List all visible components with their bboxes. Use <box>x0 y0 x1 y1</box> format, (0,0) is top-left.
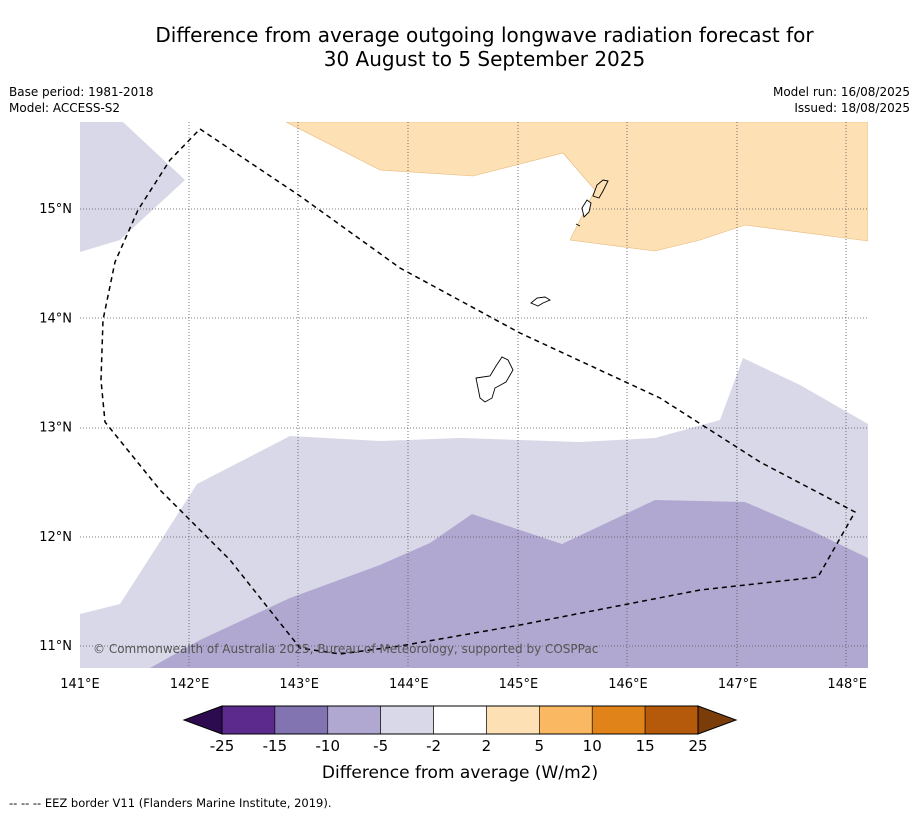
lat-tick-label: 11°N <box>39 639 72 654</box>
lat-tick-label: 13°N <box>39 421 72 436</box>
model-run-label: Model run: 16/08/2025 <box>772 85 910 99</box>
colorbar-tick-label: 5 <box>535 737 545 755</box>
chart-title-line1: Difference from average outgoing longwav… <box>155 23 814 47</box>
copyright-text: © Commonwealth of Australia 2025, Bureau… <box>93 642 598 656</box>
anomaly-region-ne <box>285 122 868 252</box>
meta-left: Base period: 1981-2018 Model: ACCESS-S2 <box>9 84 154 116</box>
lat-tick-label: 14°N <box>39 311 72 326</box>
anomaly-region-south-medium <box>150 500 868 668</box>
lon-tick-label: 143°E <box>279 677 319 692</box>
gridlines <box>80 122 868 668</box>
lon-tick-label: 145°E <box>499 677 539 692</box>
island-saipan <box>592 179 609 199</box>
eez-footnote: -- -- -- EEZ border V11 (Flanders Marine… <box>9 796 332 810</box>
colorbar-over-arrow <box>697 705 738 735</box>
island-rota <box>530 296 551 307</box>
colorbar-tick-label: 10 <box>583 737 602 755</box>
colorbar-segment <box>433 705 487 735</box>
eez-border <box>100 128 857 655</box>
colorbar-segment <box>486 705 540 735</box>
colorbar-tick-label: -10 <box>316 737 341 755</box>
lon-tick-label: 141°E <box>60 677 100 692</box>
colorbar-segment <box>591 705 646 735</box>
model-label: Model: ACCESS-S2 <box>9 101 121 115</box>
colorbar-segment <box>644 705 699 735</box>
latitude-tick-labels: 15°N 14°N 13°N 12°N 11°N <box>39 202 72 654</box>
colorbar-tick-label: -5 <box>373 737 388 755</box>
lon-tick-label: 148°E <box>827 677 867 692</box>
longitude-tick-labels: 141°E 142°E 143°E 144°E 145°E 146°E 147°E 148°E <box>60 677 867 692</box>
colorbar-tick-label: -25 <box>210 737 235 755</box>
colorbar-segment <box>327 705 381 735</box>
colorbar-tick-label: 15 <box>636 737 655 755</box>
colorbar-tick-label: -2 <box>426 737 441 755</box>
meta-right: Model run: 16/08/2025 Issued: 18/08/2025 <box>773 84 910 116</box>
colorbar-tick-label: 2 <box>482 737 492 755</box>
olr-anomaly-map: © Commonwealth of Australia 2025, Bureau… <box>39 122 868 783</box>
colorbar-tick-label: 25 <box>688 737 707 755</box>
colorbar: -25 -15 -10 -5 -2 2 5 10 15 25 <box>182 705 738 755</box>
colorbar-segment <box>221 705 276 735</box>
island-aguijan <box>575 223 581 227</box>
colorbar-segment <box>274 705 329 735</box>
issued-label: Issued: 18/08/2025 <box>794 101 910 115</box>
colorbar-segment <box>539 705 593 735</box>
colorbar-tick-label: -15 <box>263 737 288 755</box>
colorbar-segment <box>380 705 434 735</box>
colorbar-under-arrow <box>182 705 223 735</box>
chart-title-line2: 30 August to 5 September 2025 <box>323 47 646 71</box>
colorbar-frame <box>221 705 699 735</box>
island-guam <box>475 356 514 403</box>
base-period-label: Base period: 1981-2018 <box>9 85 154 99</box>
island-tinian <box>581 199 592 218</box>
lat-tick-label: 12°N <box>39 530 72 545</box>
lat-tick-label: 15°N <box>39 202 72 217</box>
lon-tick-label: 146°E <box>608 677 648 692</box>
lon-tick-label: 144°E <box>389 677 429 692</box>
anomaly-region-nw <box>80 122 185 252</box>
lon-tick-label: 147°E <box>718 677 758 692</box>
colorbar-label: Difference from average (W/m2) <box>322 763 598 783</box>
map-fill-layer: © Commonwealth of Australia 2025, Bureau… <box>80 122 868 668</box>
lon-tick-label: 142°E <box>170 677 210 692</box>
